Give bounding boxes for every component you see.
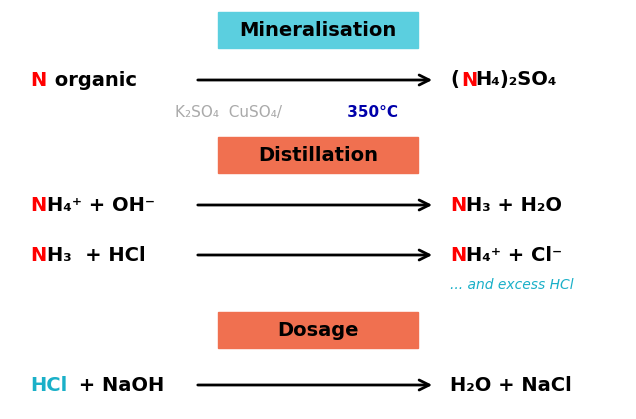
Text: ... and excess HCl: ... and excess HCl: [450, 278, 574, 292]
Text: H₄⁺ + OH⁻: H₄⁺ + OH⁻: [47, 196, 155, 215]
Text: Dosage: Dosage: [277, 321, 359, 339]
Text: Mineralisation: Mineralisation: [239, 21, 397, 39]
Text: H₃  + HCl: H₃ + HCl: [47, 246, 146, 264]
Text: N: N: [450, 246, 466, 264]
Text: (: (: [450, 70, 459, 90]
Text: N: N: [30, 70, 46, 90]
Text: 350°C: 350°C: [342, 104, 398, 119]
FancyBboxPatch shape: [218, 12, 418, 48]
Text: N: N: [450, 196, 466, 215]
FancyBboxPatch shape: [218, 137, 418, 173]
Text: N: N: [30, 246, 46, 264]
Text: H₄⁺ + Cl⁻: H₄⁺ + Cl⁻: [466, 246, 562, 264]
Text: N: N: [461, 70, 477, 90]
FancyBboxPatch shape: [218, 312, 418, 348]
Text: HCl: HCl: [30, 375, 67, 395]
Text: K₂SO₄  CuSO₄/: K₂SO₄ CuSO₄/: [175, 104, 282, 119]
Text: Distillation: Distillation: [258, 145, 378, 165]
Text: H₄)₂SO₄: H₄)₂SO₄: [475, 70, 556, 90]
Text: N: N: [30, 196, 46, 215]
Text: H₂O + NaCl: H₂O + NaCl: [450, 375, 572, 395]
Text: organic: organic: [48, 70, 137, 90]
Text: H₃ + H₂O: H₃ + H₂O: [466, 196, 562, 215]
Text: + NaOH: + NaOH: [72, 375, 164, 395]
